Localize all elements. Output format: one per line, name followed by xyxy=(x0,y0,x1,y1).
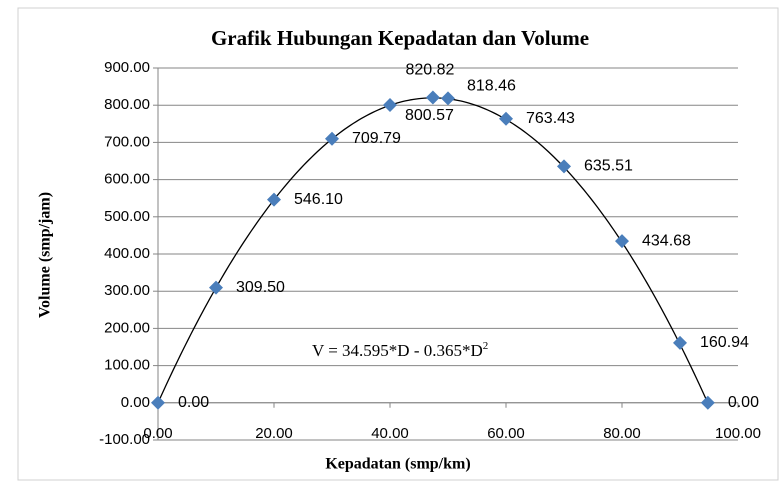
x-axis-label: Kepadatan (smp/km) xyxy=(325,456,470,473)
data-label: 818.46 xyxy=(467,78,516,95)
data-label: 635.51 xyxy=(584,158,633,175)
data-point xyxy=(673,335,687,350)
y-tick-label: 0.00 xyxy=(121,394,150,411)
data-point xyxy=(700,395,715,410)
data-point xyxy=(151,395,165,410)
y-axis-label: Volume (smp/jam) xyxy=(37,192,54,318)
chart-frame xyxy=(17,7,779,481)
x-tick-label: 40.00 xyxy=(371,425,409,442)
data-label: 0.00 xyxy=(178,394,209,411)
data-point xyxy=(383,97,397,112)
data-label: 800.57 xyxy=(405,107,454,124)
data-point xyxy=(499,111,513,126)
trendline-equation: V = 34.595*D - 0.365*D2 xyxy=(312,340,488,360)
chart-title: Grafik Hubungan Kepadatan dan Volume xyxy=(211,26,589,50)
y-tick-label: 100.00 xyxy=(104,357,150,374)
data-label: 709.79 xyxy=(352,130,401,147)
data-label: 820.82 xyxy=(405,62,454,79)
data-point xyxy=(325,131,339,146)
y-tick-label: -100.00 xyxy=(99,431,150,448)
data-point xyxy=(425,90,440,105)
data-point xyxy=(615,234,629,249)
y-tick-label: 500.00 xyxy=(104,208,150,225)
data-point xyxy=(557,159,571,174)
equation-text: V = 34.595*D - 0.365*D xyxy=(312,341,483,360)
y-tick-label: 700.00 xyxy=(104,133,150,150)
data-point xyxy=(267,192,281,207)
equation-superscript: 2 xyxy=(483,340,489,352)
data-label: 763.43 xyxy=(526,110,575,127)
y-tick-label: 800.00 xyxy=(104,96,150,113)
y-tick-label: 200.00 xyxy=(104,319,150,336)
x-tick-label: 80.00 xyxy=(603,425,641,442)
data-point xyxy=(441,91,455,106)
y-tick-label: 900.00 xyxy=(104,59,150,76)
data-label: 546.10 xyxy=(294,191,343,208)
data-label: 309.50 xyxy=(236,279,285,296)
x-tick-label: 60.00 xyxy=(487,425,525,442)
x-tick-label: 100.00 xyxy=(715,425,761,442)
x-tick-label: 0.00 xyxy=(143,425,172,442)
data-label: 160.94 xyxy=(700,334,749,351)
y-tick-label: 600.00 xyxy=(104,171,150,188)
y-tick-label: 300.00 xyxy=(104,282,150,299)
data-label: 434.68 xyxy=(642,232,691,249)
data-label: 0.00 xyxy=(728,394,759,411)
data-point xyxy=(209,280,223,295)
y-tick-label: 400.00 xyxy=(104,245,150,262)
x-tick-label: 20.00 xyxy=(255,425,293,442)
